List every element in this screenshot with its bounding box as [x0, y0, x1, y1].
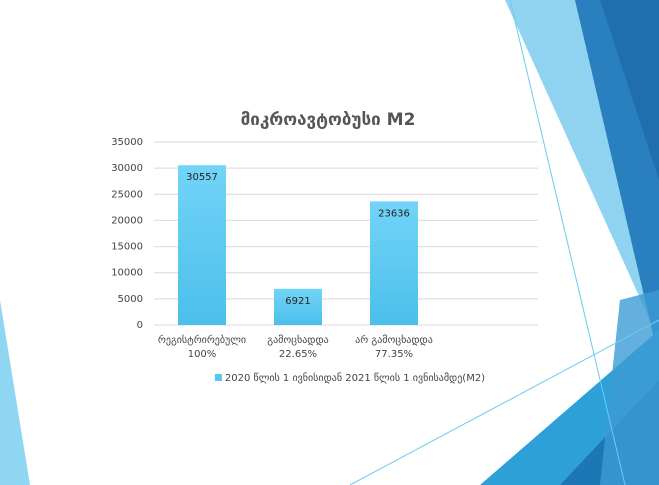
chart-title: მიკროავტობუსი M2 [241, 110, 416, 130]
legend-swatch [214, 374, 222, 381]
legend-label: 2020 წლის 1 ივნისიდან 2021 წლის 1 ივნისა… [225, 372, 485, 384]
x-tick-label: რეგისტრირებული [158, 334, 246, 346]
x-tick-label: 22.65% [279, 349, 317, 360]
x-tick-label: არ გამოცხადდა [355, 334, 433, 346]
x-tick-label: გამოცხადდა [267, 334, 328, 346]
value-label: 6921 [285, 296, 310, 307]
plot: 0 5000 10000 15000 20000 25000 30000 35000 რეგის… [111, 137, 538, 384]
y-tick-label: 5000 [118, 294, 143, 305]
value-label: 23636 [378, 208, 410, 219]
x-tick-label: 100% [188, 349, 217, 360]
bar [370, 201, 418, 325]
y-tick-label: 30000 [111, 163, 143, 174]
value-label: 30557 [186, 172, 218, 183]
bar [178, 165, 226, 325]
legend-item: 2020 წლის 1 ივნისიდან 2021 წლის 1 ივნისა… [214, 372, 485, 384]
y-tick-label: 0 [137, 320, 143, 331]
y-tick-label: 35000 [111, 137, 143, 148]
x-tick-label: 77.35% [375, 349, 413, 360]
y-tick-label: 15000 [111, 242, 143, 253]
y-tick-label: 20000 [111, 215, 143, 226]
y-tick-label: 25000 [111, 189, 143, 200]
bar [274, 288, 322, 325]
y-tick-label: 10000 [111, 268, 143, 279]
